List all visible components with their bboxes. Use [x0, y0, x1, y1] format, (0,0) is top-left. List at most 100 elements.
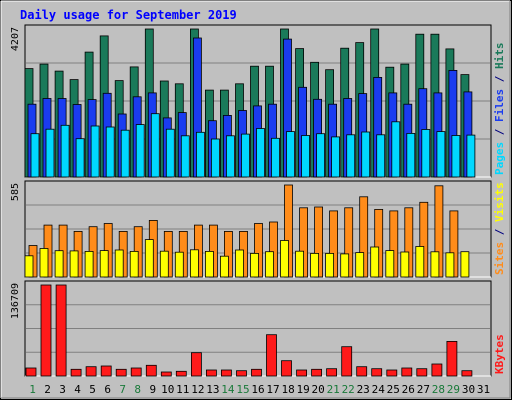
bar-pages-day-21 — [331, 136, 341, 178]
bar-sites-day-11 — [174, 251, 184, 278]
x-tick-label-day-18: 18 — [281, 383, 294, 396]
bar-sites-day-15 — [235, 249, 244, 278]
bar-sites-day-30 — [460, 251, 470, 278]
x-tick-label-day-7: 7 — [119, 383, 126, 396]
bar-kbytes-day-10 — [160, 371, 172, 377]
bar-pages-day-16 — [256, 128, 265, 178]
bar-pages-day-7 — [120, 129, 130, 178]
bar-sites-day-21 — [325, 252, 335, 278]
x-tick-label-day-22: 22 — [342, 383, 355, 396]
x-tick-label-day-5: 5 — [89, 383, 96, 396]
x-tick-label-day-29: 29 — [447, 383, 460, 396]
bar-pages-day-5 — [90, 125, 100, 178]
bar-sites-day-23 — [355, 252, 365, 278]
x-tick-label-day-16: 16 — [251, 383, 264, 396]
bar-sites-day-19 — [295, 250, 305, 278]
bar-sites-day-13 — [204, 250, 214, 278]
bar-sites-day-27 — [415, 246, 425, 278]
bar-pages-day-30 — [466, 134, 476, 178]
x-tick-label-day-11: 11 — [176, 383, 189, 396]
bar-pages-day-3 — [60, 124, 70, 178]
bar-kbytes-day-30 — [461, 370, 473, 377]
bar-sites-day-3 — [54, 250, 64, 278]
bar-sites-day-7 — [114, 249, 124, 278]
panels-layer: 4207 Pages / Files / Hits 585 Sites / Visit… — [10, 24, 506, 377]
bar-kbytes-day-27 — [416, 368, 428, 377]
bar-pages-day-9 — [150, 113, 160, 178]
x-tick-label-day-8: 8 — [134, 383, 141, 396]
bar-kbytes-day-25 — [386, 369, 398, 377]
x-tick-label-day-31: 31 — [477, 383, 490, 396]
bar-pages-day-17 — [271, 137, 280, 178]
bar-kbytes-day-6 — [100, 365, 112, 377]
bar-pages-day-23 — [361, 131, 371, 178]
bar-sites-day-2 — [39, 248, 49, 278]
bar-kbytes-day-21 — [326, 368, 338, 377]
x-tick-label-day-14: 14 — [221, 383, 235, 396]
x-tick-label-day-25: 25 — [387, 383, 400, 396]
bar-sites-day-25 — [385, 250, 395, 278]
x-tick-label-day-10: 10 — [161, 383, 174, 396]
bar-sites-day-20 — [310, 252, 320, 278]
bar-kbytes-day-17 — [266, 334, 277, 377]
x-axis-labels: 1 2 3 4 5 6 7 8 9 10 11 12 13 14 15 16 17 18 19 20 21 22 23 24 2… — [29, 383, 490, 396]
bar-pages-day-11 — [180, 135, 190, 178]
x-tick-label-day-13: 13 — [206, 383, 219, 396]
bar-kbytes-day-15 — [236, 370, 247, 377]
panel-middle-ymax-label: 585 — [10, 183, 21, 201]
bar-kbytes-day-29 — [446, 340, 458, 377]
x-tick-label-day-17: 17 — [266, 383, 279, 396]
x-tick-label-day-26: 26 — [402, 383, 415, 396]
bar-kbytes-day-22 — [341, 346, 353, 377]
bar-pages-day-12 — [195, 131, 205, 178]
bar-kbytes-day-9 — [145, 364, 157, 377]
bar-sites-day-22 — [340, 253, 350, 278]
legend-part-middle-0: Sites — [493, 242, 506, 275]
bar-sites-day-26 — [400, 251, 410, 278]
bar-sites-day-14 — [219, 255, 229, 278]
bar-sites-day-28 — [430, 251, 440, 278]
panel-bottom-ymax-label: 136709 — [10, 283, 21, 319]
bar-pages-day-25 — [391, 121, 401, 178]
bar-kbytes-day-4 — [70, 368, 82, 377]
bar-pages-day-4 — [75, 138, 85, 178]
chart-title: Daily usage for September 2019 — [20, 8, 237, 22]
bar-kbytes-day-19 — [296, 369, 308, 377]
x-tick-label-day-23: 23 — [357, 383, 370, 396]
legend-part-top-1: / — [493, 122, 506, 142]
bar-sites-day-29 — [445, 252, 455, 278]
bar-pages-day-29 — [451, 135, 461, 178]
bar-sites-day-12 — [189, 249, 199, 278]
bar-pages-day-26 — [406, 132, 416, 178]
bar-kbytes-day-12 — [190, 352, 202, 377]
bar-pages-day-13 — [210, 138, 220, 178]
bar-pages-day-2 — [45, 128, 55, 178]
x-tick-label-day-24: 24 — [372, 383, 386, 396]
bar-kbytes-day-20 — [311, 368, 323, 377]
bar-pages-day-24 — [376, 134, 386, 178]
x-tick-label-day-9: 9 — [149, 383, 156, 396]
x-tick-label-day-6: 6 — [104, 383, 111, 396]
panel-middle-legend: Sites / Visits — [493, 182, 506, 275]
legend-part-bottom-0: KBytes — [493, 334, 506, 374]
bar-pages-day-20 — [316, 133, 326, 178]
x-tick-label-day-3: 3 — [59, 383, 66, 396]
legend-part-top-4: Hits — [493, 43, 506, 70]
x-tick-label-day-20: 20 — [311, 383, 324, 396]
x-tick-label-day-19: 19 — [296, 383, 309, 396]
x-tick-label-day-21: 21 — [327, 383, 340, 396]
bar-kbytes-day-23 — [356, 366, 368, 377]
bar-pages-day-28 — [436, 131, 446, 178]
bar-pages-day-15 — [241, 133, 250, 178]
bar-kbytes-day-3 — [55, 284, 67, 377]
bar-kbytes-day-24 — [371, 368, 383, 377]
bar-kbytes-day-26 — [401, 367, 413, 377]
bar-kbytes-day-14 — [220, 369, 232, 377]
bar-kbytes-day-18 — [281, 360, 292, 377]
x-tick-label-day-30: 30 — [462, 383, 475, 396]
bar-sites-day-9 — [144, 239, 154, 278]
bar-kbytes-day-2 — [40, 284, 52, 377]
x-tick-label-day-12: 12 — [191, 383, 204, 396]
x-tick-label-day-1: 1 — [29, 383, 36, 396]
